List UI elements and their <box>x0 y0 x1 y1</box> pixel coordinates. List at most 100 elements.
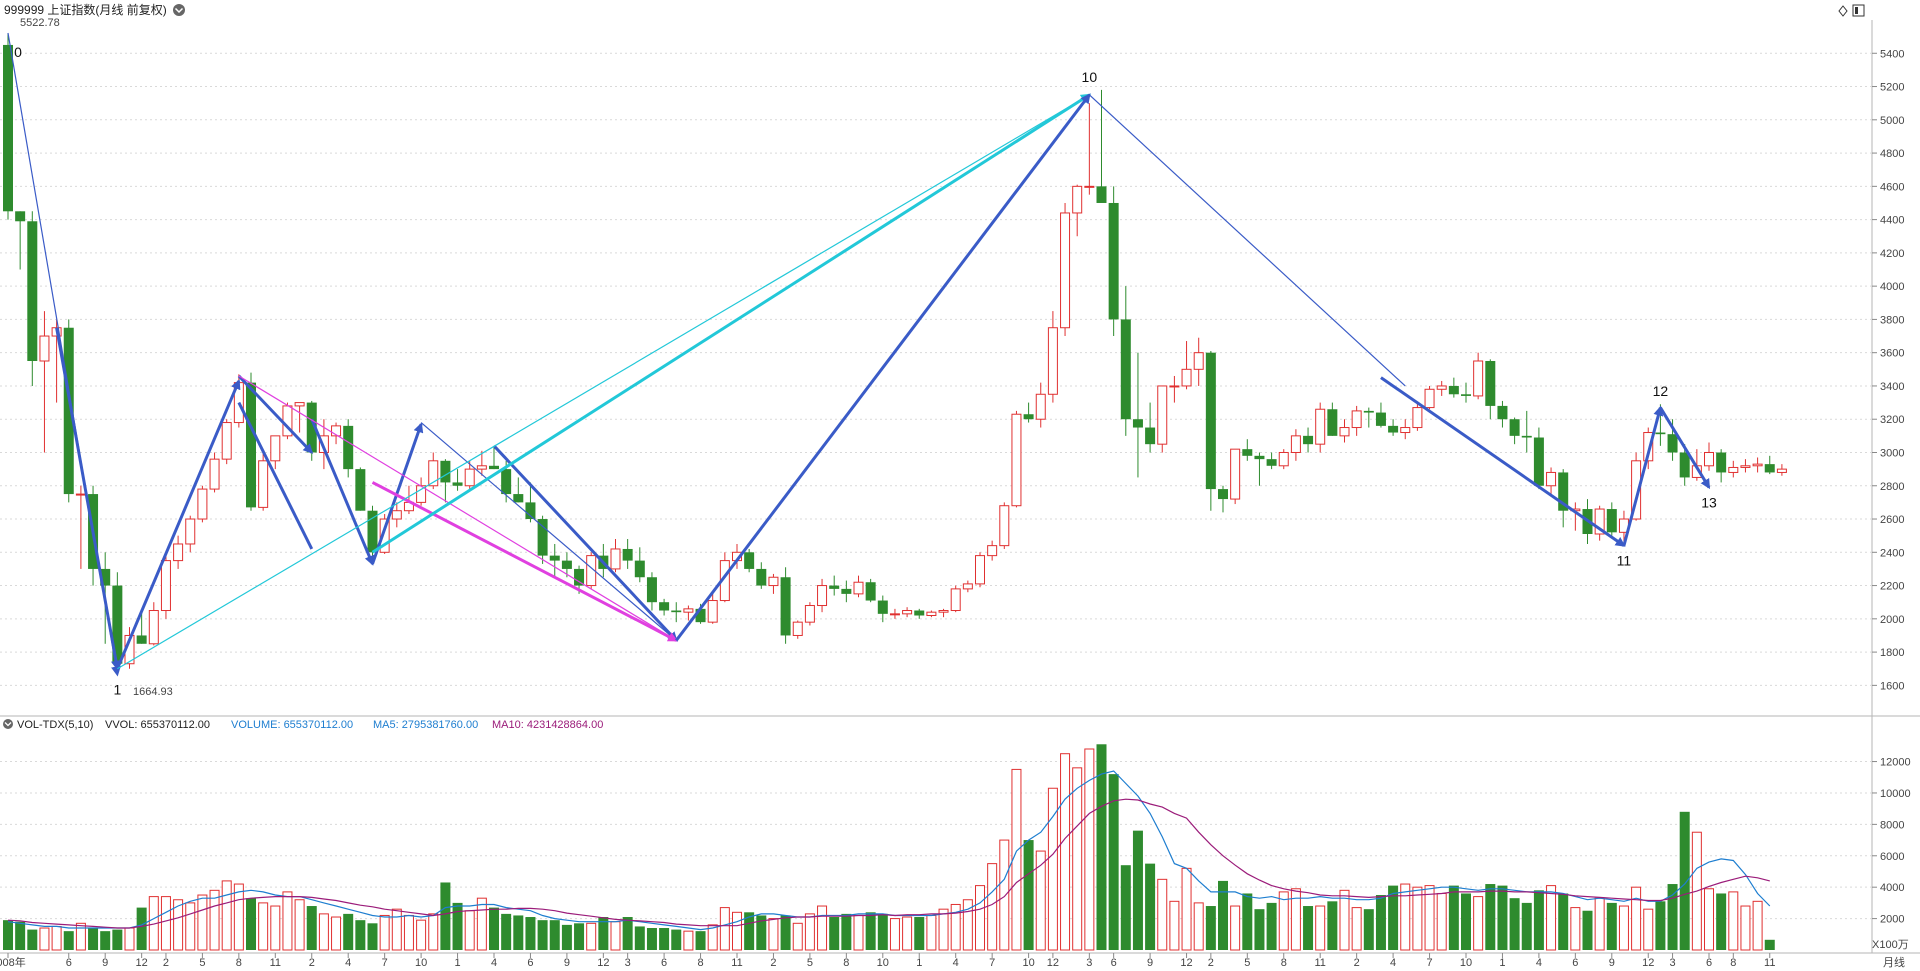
candle-body <box>1461 394 1471 396</box>
candle-body <box>343 425 354 470</box>
candle <box>926 610 937 618</box>
time-tick-label: 6 <box>66 957 72 969</box>
volume-bar <box>1363 909 1374 950</box>
candle <box>1448 377 1459 398</box>
panel-toggle-icon[interactable] <box>1852 4 1865 17</box>
time-tick-label: 4 <box>491 957 497 969</box>
candle-body <box>221 422 232 460</box>
candle-body <box>197 488 208 520</box>
volume-bar <box>197 894 208 951</box>
volume-bar <box>671 929 682 950</box>
candle <box>634 547 645 583</box>
trend-line <box>1088 94 1406 387</box>
volume-bar <box>1290 888 1301 951</box>
candle-body <box>1060 212 1071 329</box>
volume-bar <box>331 916 342 951</box>
candle <box>1375 402 1386 428</box>
volume-bar <box>416 919 427 951</box>
volume-bar <box>1169 900 1180 951</box>
candle <box>780 567 791 644</box>
time-tick-label: 8 <box>843 957 849 969</box>
candle-body <box>355 469 366 511</box>
title-dropdown-icon[interactable] <box>173 4 185 16</box>
wave-label: 10 <box>1082 69 1098 85</box>
volume-bar <box>889 918 900 951</box>
volume-bar <box>209 889 220 951</box>
time-tick-label: 8 <box>1281 957 1287 969</box>
diamond-icon[interactable] <box>1838 5 1848 17</box>
volume-bar <box>1011 768 1022 951</box>
volume-tick-label: 2000 <box>1880 914 1904 926</box>
candle <box>1716 449 1727 483</box>
candle <box>1594 505 1605 541</box>
candle <box>1764 455 1775 475</box>
volume-bar <box>246 898 256 950</box>
candle <box>804 602 815 626</box>
time-tick-label: 2 <box>770 957 776 969</box>
volume-bar <box>464 910 475 951</box>
volume-bar <box>1716 893 1727 950</box>
time-tick-label: 4 <box>1536 957 1542 969</box>
candle-body <box>914 610 925 616</box>
volume-bar <box>962 899 973 951</box>
time-tick-label: 6 <box>661 957 667 969</box>
volume-bar <box>1254 909 1265 950</box>
volume-bar <box>1606 902 1617 950</box>
candle-body <box>379 518 390 553</box>
candle-body <box>1606 509 1617 533</box>
candle <box>586 552 597 589</box>
candle <box>1509 417 1520 445</box>
time-tick-label: 5 <box>807 957 813 969</box>
volume-bar <box>987 863 998 951</box>
time-tick-label: 3 <box>625 957 631 969</box>
candle-body <box>549 555 560 561</box>
wave-label: 11 <box>1617 553 1632 569</box>
candle-body <box>513 494 524 503</box>
wave-label: 12 <box>1653 383 1669 399</box>
volume-bar <box>1582 910 1593 950</box>
candle <box>1060 202 1071 337</box>
time-tick-label: 6 <box>1111 957 1117 969</box>
volume-bar <box>1108 774 1119 950</box>
candle-body <box>817 585 828 607</box>
candle-body <box>610 548 621 570</box>
candle-body <box>659 602 670 611</box>
candle <box>1752 457 1763 473</box>
volume-bar <box>1084 748 1095 951</box>
candle-body <box>1157 385 1168 445</box>
candle-body <box>683 608 694 613</box>
volume-bar <box>1400 883 1411 951</box>
volume-bar <box>3 920 13 950</box>
time-tick-label: 2 <box>1208 957 1214 969</box>
candle-body <box>975 555 985 585</box>
candle-body <box>707 600 718 623</box>
candle-body <box>1667 434 1678 453</box>
volume-bar <box>185 902 196 951</box>
price-tick-label: 2200 <box>1880 581 1904 593</box>
candle <box>1606 502 1617 536</box>
volume-tick-label: 12000 <box>1880 757 1911 769</box>
volume-bar <box>1704 888 1714 951</box>
ma10-line <box>7 798 1770 929</box>
candle-body <box>1047 327 1058 395</box>
candle <box>440 459 451 503</box>
volume-bar <box>1193 902 1204 951</box>
time-tick-label: 9 <box>1609 957 1615 969</box>
volume-bar <box>1205 906 1216 950</box>
indicator-dropdown-icon[interactable] <box>3 719 13 729</box>
volume-bar <box>598 917 609 950</box>
time-tick-label: 11 <box>1764 957 1775 969</box>
candle-body <box>695 608 706 623</box>
volume-bar <box>975 885 985 951</box>
candle <box>489 445 499 470</box>
candle-body <box>1023 414 1034 420</box>
price-tick-label: 3000 <box>1880 447 1904 459</box>
candle <box>331 422 342 445</box>
candle-body <box>112 585 123 664</box>
volume-bar <box>88 928 99 950</box>
candle-body <box>829 585 840 589</box>
candle <box>221 419 232 465</box>
candle <box>817 578 828 613</box>
time-tick-label: 12 <box>1180 957 1192 969</box>
